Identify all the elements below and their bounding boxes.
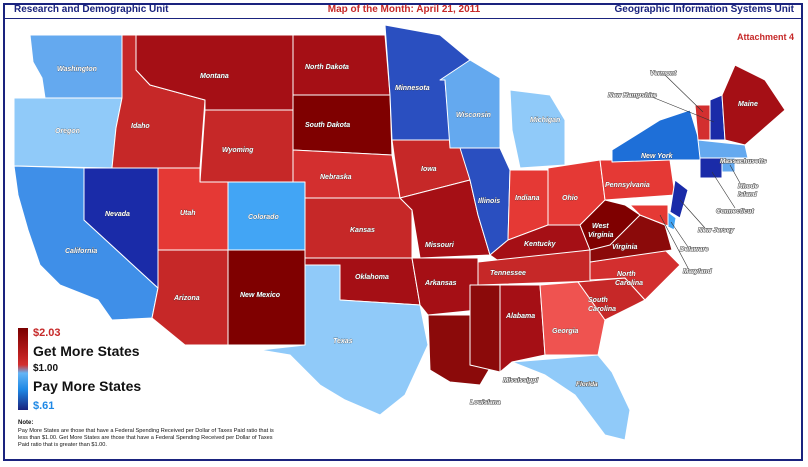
label-maryland: Maryland [683,268,713,275]
state-kansas[interactable] [304,197,413,259]
leader-connecticut [711,171,736,209]
header-right: Geographic Information Systems Unit [614,4,794,15]
label-indiana: Indiana [515,195,540,202]
label-florida: Florida [576,381,598,388]
state-arkansas[interactable] [411,257,479,316]
label-new-jersey: New Jersey [698,227,734,234]
legend-get-more-label: Get More States [33,343,140,359]
legend-min-value: $.61 [33,400,55,412]
state-maine[interactable] [721,64,786,146]
label-georgia: Georgia [552,328,579,335]
attachment-label: Attachment 4 [736,32,794,42]
header-divider [5,18,801,19]
state-pennsylvania[interactable] [599,159,676,201]
label-iowa: Iowa [421,166,437,173]
leader-rhode-island [729,164,741,184]
state-new-jersey[interactable] [669,179,689,219]
label-kentucky: Kentucky [524,241,557,248]
label-kansas: Kansas [350,227,375,234]
label-west-virginia-2: Virginia [588,232,614,239]
header-title: Map of the Month: April 21, 2011 [327,4,481,15]
legend-pay-more-label: Pay More States [33,378,142,394]
label-utah: Utah [180,210,196,217]
label-vermont: Vermont [650,70,677,77]
leader-new-hampshire [651,96,715,123]
label-wyoming: Wyoming [222,147,254,154]
label-delaware: Delaware [680,246,709,253]
label-mississippi: Mississippi [503,377,538,384]
label-new-mexico: New Mexico [240,292,281,299]
note-text: Pay More States are those that have a Fe… [18,428,274,448]
label-virginia: Virginia [612,244,638,251]
label-massachusetts: Massachusetts [720,158,767,165]
label-michigan: Michigan [530,117,560,124]
label-alabama: Alabama [505,313,535,320]
label-south-carolina: South [588,297,608,304]
label-montana: Montana [200,73,229,80]
leader-delaware [670,221,689,248]
state-massachusetts[interactable] [697,139,749,159]
label-south-carolina-2: Carolina [588,306,616,313]
label-west-virginia: West [592,223,609,230]
label-california: California [65,248,97,255]
label-connecticut: Connecticut [716,208,754,215]
state-maryland[interactable] [629,204,669,227]
state-wyoming[interactable] [199,109,294,183]
label-new-york: New York [641,153,674,160]
label-oklahoma: Oklahoma [355,274,389,281]
label-washington: Washington [57,66,97,73]
legend-color-bar [18,328,28,410]
label-missouri: Missouri [425,242,455,249]
label-illinois: Illinois [478,198,500,205]
label-nevada: Nevada [105,211,130,218]
label-ohio: Ohio [562,195,579,202]
label-north-dakota: North Dakota [305,64,349,71]
leader-maryland [659,214,689,269]
state-vermont[interactable] [694,104,711,141]
label-pennsylvania: Pennsylvania [605,182,650,189]
legend-mid-value: $1.00 [33,363,59,374]
label-minnesota: Minnesota [395,85,430,92]
label-oregon: Oregon [55,128,80,135]
state-mississippi[interactable] [469,284,501,373]
label-arizona: Arizona [173,295,200,302]
label-arkansas: Arkansas [424,280,457,287]
legend-max-value: $2.03 [33,327,61,339]
leader-vermont [664,74,704,113]
state-michigan[interactable] [509,89,566,169]
note-title: Note: [18,420,34,426]
header-left: Research and Demographic Unit [14,4,169,15]
state-alabama[interactable] [499,284,546,373]
label-new-hampshire: New Hampshire [608,92,657,99]
state-florida[interactable] [511,354,631,441]
label-maine: Maine [738,101,758,108]
state-georgia[interactable] [539,281,606,356]
label-idaho: Idaho [131,123,150,130]
state-connecticut[interactable] [699,157,723,179]
label-colorado: Colorado [248,214,279,221]
label-nebraska: Nebraska [320,174,352,181]
label-tennessee: Tennessee [490,270,526,277]
label-rhode-island-2: Island [738,191,758,198]
label-louisiana: Louisiana [470,399,501,406]
label-wisconsin: Wisconsin [456,112,491,119]
label-north-carolina: North [617,271,636,278]
label-north-carolina-2: Carolina [615,280,643,287]
label-rhode-island: Rhode [738,183,759,190]
leader-new-jersey [679,199,706,229]
state-texas[interactable] [259,264,429,416]
label-south-dakota: South Dakota [305,122,350,129]
label-texas: Texas [333,338,353,345]
